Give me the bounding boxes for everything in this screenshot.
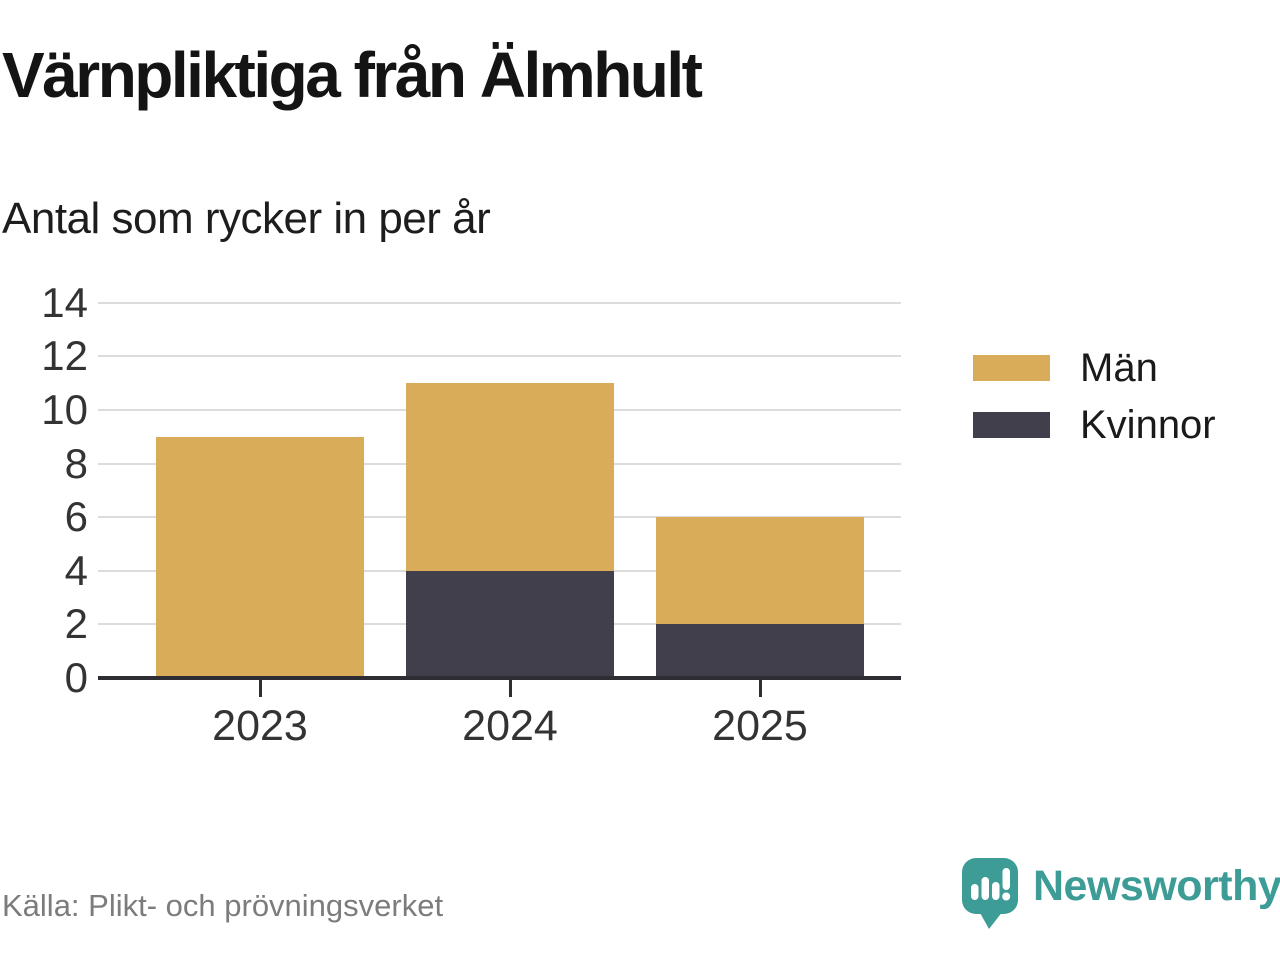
- legend-swatch-män: [973, 355, 1050, 381]
- source-note: Källa: Plikt- och prövningsverket: [2, 888, 444, 923]
- bar-2023-män: [156, 437, 364, 678]
- gridline-y12: [98, 355, 901, 357]
- y-axis-label-6: 6: [64, 493, 88, 540]
- brand-logo: Newsworthy: [962, 857, 1280, 932]
- newsworthy-icon: [962, 858, 1018, 929]
- x-axis-label-2024: 2024: [462, 702, 558, 750]
- y-axis-label-2: 2: [64, 600, 88, 647]
- x-axis-label-2023: 2023: [212, 702, 308, 750]
- legend-item-män: Män: [973, 348, 1158, 388]
- y-axis-label-0: 0: [64, 654, 88, 701]
- legend-label-kvinnor: Kvinnor: [1080, 403, 1216, 447]
- bar-2024-kvinnor: [406, 571, 614, 678]
- y-axis-label-8: 8: [64, 440, 88, 487]
- bar-2025-män: [656, 517, 864, 624]
- y-axis-label-10: 10: [41, 386, 88, 433]
- y-axis-label-14: 14: [41, 279, 88, 326]
- x-axis-label-2025: 2025: [712, 702, 808, 750]
- chart-subtitle: Antal som rycker in per år: [2, 194, 491, 243]
- gridline-y14: [98, 302, 901, 304]
- brand-name: Newsworthy: [1033, 862, 1280, 910]
- x-axis-line: [98, 676, 901, 680]
- legend-item-kvinnor: Kvinnor: [973, 405, 1216, 445]
- legend-label-män: Män: [1080, 346, 1158, 390]
- x-axis-tick-2023: [259, 680, 262, 697]
- y-axis-label-4: 4: [64, 547, 88, 594]
- bar-2025-kvinnor: [656, 624, 864, 678]
- x-axis-tick-2024: [509, 680, 512, 697]
- chart-title: Värnpliktiga från Älmhult: [2, 39, 703, 111]
- bar-2024-män: [406, 383, 614, 571]
- y-axis-label-12: 12: [41, 332, 88, 379]
- x-axis-tick-2025: [759, 680, 762, 697]
- legend-swatch-kvinnor: [973, 412, 1050, 438]
